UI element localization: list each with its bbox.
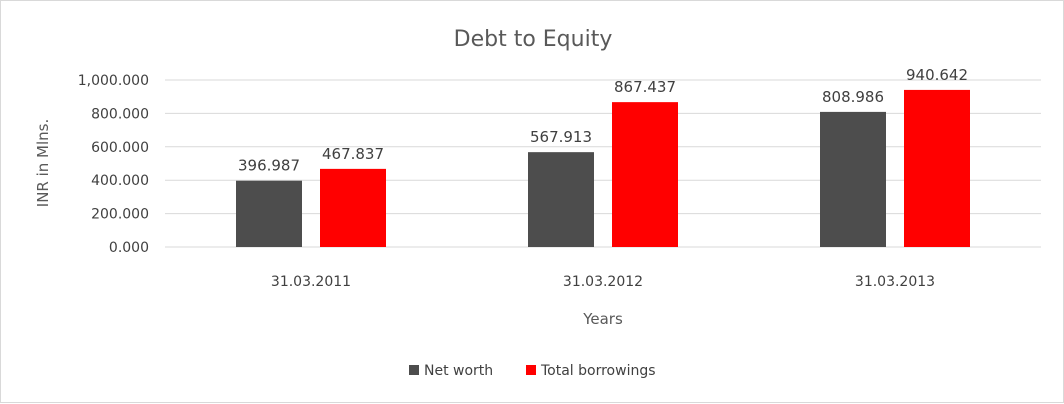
bar-total-borrowings [612, 102, 678, 247]
legend-label: Total borrowings [540, 363, 656, 379]
bar-total-borrowings [904, 89, 970, 248]
y-tick-label: 800.000 [91, 106, 149, 122]
legend-swatch [526, 365, 536, 375]
legend: Net worth Total borrowings [409, 363, 656, 379]
bars [236, 89, 970, 248]
legend-label: Net worth [424, 363, 493, 379]
y-tick-label: 1,000.000 [78, 73, 149, 89]
data-label: 396.987 [238, 157, 300, 175]
data-labels: 396.987 467.837 567.913 867.437 808.986 940.6… [238, 66, 968, 175]
data-label: 808.986 [822, 88, 884, 106]
x-axis-categories: 31.03.2011 31.03.2012 31.03.2013 [271, 274, 935, 290]
legend-swatch [409, 365, 419, 375]
bar-net-worth [528, 152, 594, 247]
x-category-label: 31.03.2012 [563, 274, 643, 290]
x-axis-title: Years [582, 310, 623, 328]
data-label: 467.837 [322, 145, 384, 163]
bar-total-borrowings [320, 168, 386, 247]
data-label: 567.913 [530, 128, 592, 146]
y-axis-title: INR in Mlns. [34, 119, 52, 207]
bar-net-worth [820, 111, 886, 247]
y-tick-label: 200.000 [91, 207, 149, 223]
x-category-label: 31.03.2011 [271, 274, 351, 290]
x-category-label: 31.03.2013 [855, 274, 935, 290]
y-tick-label: 400.000 [91, 173, 149, 189]
bar-net-worth [236, 180, 302, 247]
y-tick-label: 600.000 [91, 140, 149, 156]
data-label: 867.437 [614, 78, 676, 96]
chart-title: Debt to Equity [454, 27, 613, 52]
y-axis-ticks: 0.000 200.000 400.000 600.000 800.000 1,000.0… [78, 73, 149, 256]
y-tick-label: 0.000 [109, 240, 149, 256]
data-label: 940.642 [906, 66, 968, 84]
gridlines [165, 79, 1041, 248]
